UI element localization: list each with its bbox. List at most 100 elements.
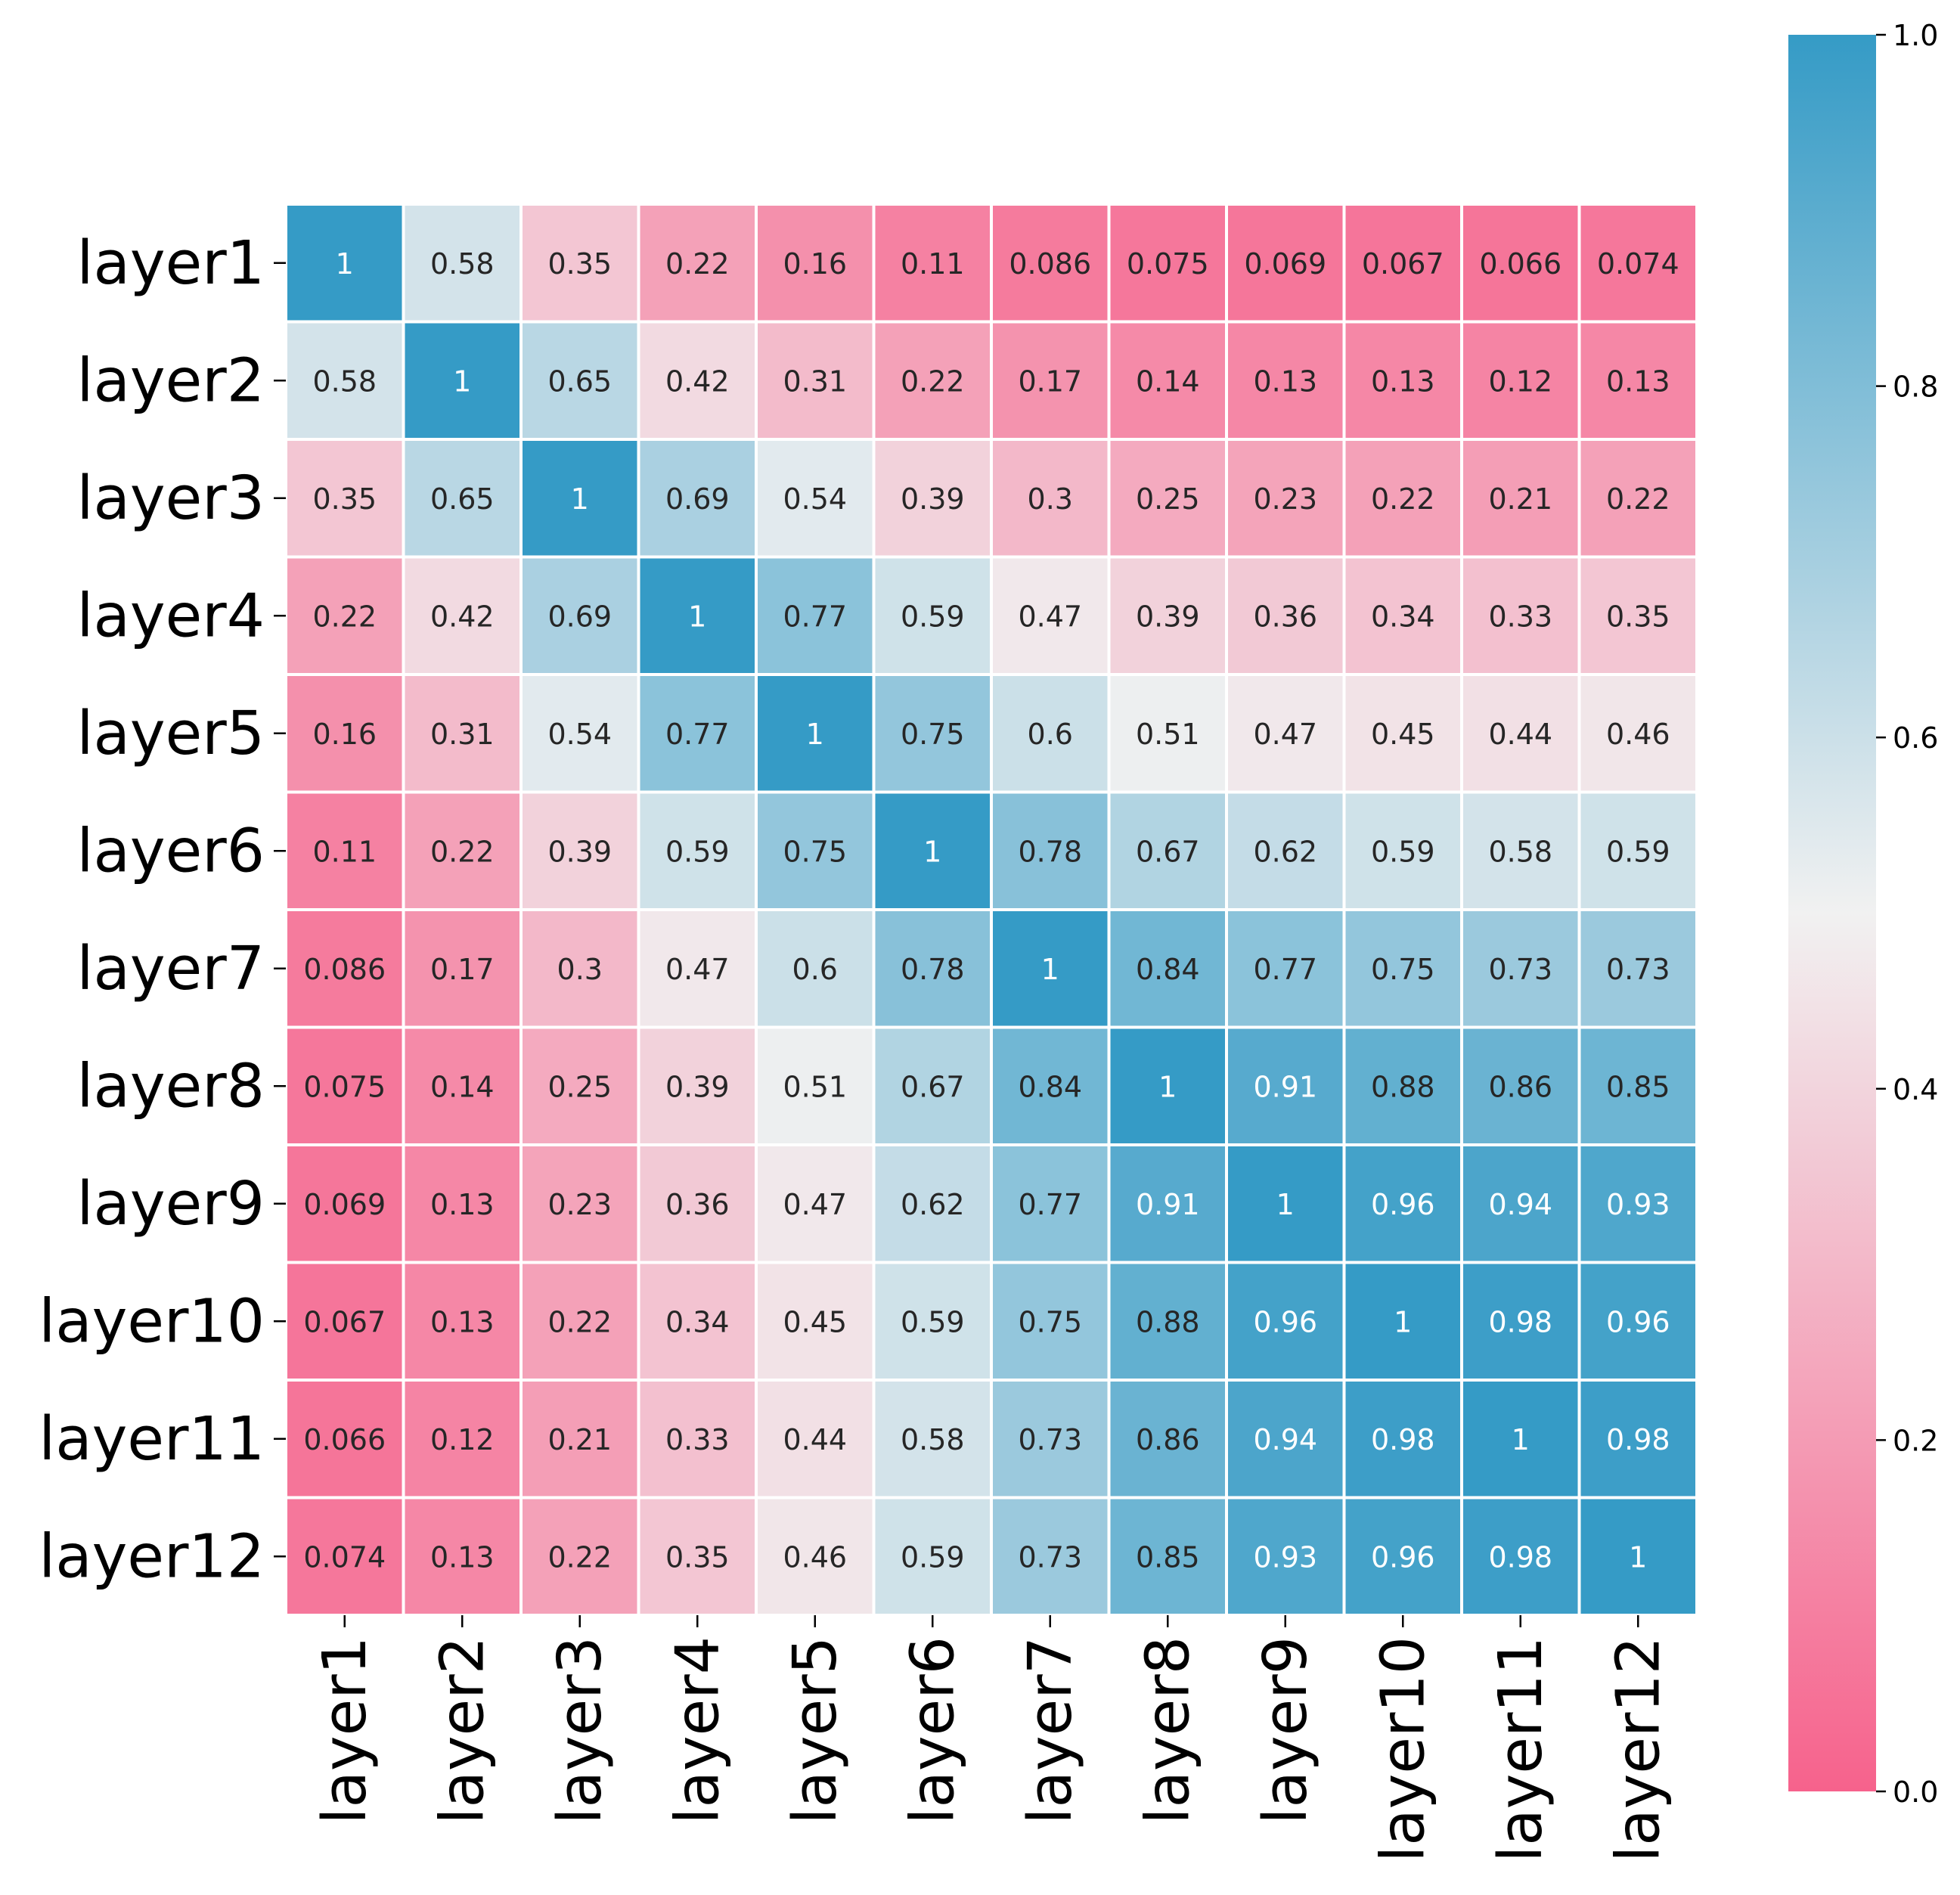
y-tick-label: layer9: [77, 1169, 265, 1239]
heatmap-cell: [872, 1496, 993, 1617]
cell-value-label: 0.93: [1253, 1540, 1317, 1574]
heatmap-cell: [1577, 555, 1698, 676]
heatmap-cell: [1577, 1143, 1698, 1264]
x-tick-label: layer4: [662, 1636, 732, 1824]
cell-value-label: 0.22: [430, 835, 495, 868]
heatmap-cell: [990, 908, 1111, 1029]
x-tick-label: layer6: [898, 1636, 967, 1824]
heatmap-cell: [1460, 1379, 1581, 1500]
heatmap-cell: [872, 908, 993, 1029]
heatmap-cell: [990, 1143, 1111, 1264]
heatmap-cell: [1225, 908, 1346, 1029]
cell-value-label: 0.73: [1488, 953, 1552, 986]
cell-value-label: 1: [923, 835, 941, 868]
heatmap-cell: [1577, 203, 1698, 324]
cell-value-label: 0.16: [783, 247, 847, 281]
cell-value-label: 0.78: [901, 953, 965, 986]
cell-value-label: 0.35: [547, 247, 612, 281]
cell-value-label: 0.59: [901, 1305, 965, 1338]
cell-value-label: 1: [688, 600, 706, 633]
cell-value-label: 0.074: [303, 1540, 386, 1574]
cell-value-label: 0.96: [1371, 1188, 1435, 1221]
heatmap-cell: [1107, 790, 1228, 911]
heatmap-cell: [284, 908, 405, 1029]
cell-value-label: 0.42: [665, 364, 730, 398]
cell-value-label: 1: [571, 482, 589, 516]
y-tick-label: layer8: [77, 1051, 265, 1121]
cell-value-label: 0.39: [665, 1070, 730, 1103]
heatmap-cell: [1460, 320, 1581, 441]
cell-value-label: 0.46: [1606, 718, 1670, 751]
cell-value-label: 0.93: [1606, 1188, 1670, 1221]
cell-value-label: 0.17: [430, 953, 495, 986]
cell-value-label: 0.22: [547, 1305, 612, 1338]
heatmap-cell: [637, 1379, 758, 1500]
heatmap-cell: [1107, 1143, 1228, 1264]
heatmap-cell: [755, 908, 876, 1029]
cell-value-label: 1: [1629, 1540, 1647, 1574]
x-tick-label: layer10: [1368, 1636, 1437, 1862]
cell-value-label: 0.6: [1028, 718, 1073, 751]
cell-value-label: 0.074: [1597, 247, 1679, 281]
cell-value-label: 0.62: [1253, 835, 1317, 868]
cell-value-label: 0.35: [1606, 600, 1670, 633]
heatmap-cell: [637, 1025, 758, 1146]
cell-value-label: 0.35: [665, 1540, 730, 1574]
heatmap-cell: [1577, 1261, 1698, 1382]
heatmap-cell: [990, 1025, 1111, 1146]
cell-value-label: 0.23: [547, 1188, 612, 1221]
heatmap-cell: [1460, 1261, 1581, 1382]
y-tick-label: layer6: [77, 816, 265, 885]
heatmap-cell: [1577, 1025, 1698, 1146]
heatmap-cell: [402, 1496, 523, 1617]
heatmap-cell: [637, 320, 758, 441]
heatmap-cell: [1460, 1496, 1581, 1617]
cell-value-label: 0.13: [430, 1188, 495, 1221]
cell-value-label: 0.98: [1488, 1305, 1552, 1338]
cell-value-label: 0.69: [665, 482, 730, 516]
cell-value-label: 0.075: [1127, 247, 1209, 281]
colorbar-tick-label: 0.0: [1893, 1776, 1938, 1809]
heatmap-cell: [1225, 790, 1346, 911]
cell-value-label: 0.58: [901, 1423, 965, 1456]
y-tick-label: layer12: [39, 1521, 265, 1591]
cell-value-label: 0.94: [1253, 1423, 1317, 1456]
cell-value-label: 0.23: [1253, 482, 1317, 516]
x-tick-label: layer3: [545, 1636, 615, 1824]
heatmap-cell: [1342, 1261, 1463, 1382]
y-tick-label: layer7: [77, 934, 265, 1003]
cell-value-label: 1: [1158, 1070, 1177, 1103]
cell-value-label: 0.12: [430, 1423, 495, 1456]
cell-value-label: 0.86: [1136, 1423, 1200, 1456]
cell-value-label: 0.73: [1018, 1423, 1082, 1456]
heatmap-cell: [1460, 673, 1581, 794]
cell-value-label: 0.22: [665, 247, 730, 281]
cell-value-label: 0.59: [665, 835, 730, 868]
x-tick-label: layer2: [427, 1636, 497, 1824]
cell-value-label: 0.98: [1488, 1540, 1552, 1574]
cell-value-label: 0.33: [665, 1423, 730, 1456]
heatmap-cell: [872, 1379, 993, 1500]
cell-value-label: 0.67: [901, 1070, 965, 1103]
heatmap-cell: [1577, 438, 1698, 559]
heatmap-cell: [990, 790, 1111, 911]
cell-value-label: 0.35: [312, 482, 377, 516]
cell-value-label: 0.98: [1606, 1423, 1670, 1456]
cell-value-label: 0.13: [1371, 364, 1435, 398]
heatmap-cell: [519, 908, 640, 1029]
cell-value-label: 1: [453, 364, 471, 398]
heatmap-cell: [1460, 1143, 1581, 1264]
cell-value-label: 0.22: [1606, 482, 1670, 516]
heatmap-cell: [1107, 1261, 1228, 1382]
cell-value-label: 0.069: [1244, 247, 1326, 281]
x-tick-label: layer7: [1016, 1636, 1085, 1824]
cell-value-label: 0.94: [1488, 1188, 1552, 1221]
cell-value-label: 0.11: [901, 247, 965, 281]
heatmap-cells: [284, 203, 1698, 1617]
cell-value-label: 0.69: [547, 600, 612, 633]
y-tick-label: layer4: [77, 581, 265, 650]
cell-value-label: 0.65: [547, 364, 612, 398]
heatmap-cell: [872, 320, 993, 441]
y-tick-label: layer3: [77, 464, 265, 533]
x-axis: layer1 layer2 layer3 layer4 layer5 layer6 laye…: [310, 1615, 1673, 1862]
